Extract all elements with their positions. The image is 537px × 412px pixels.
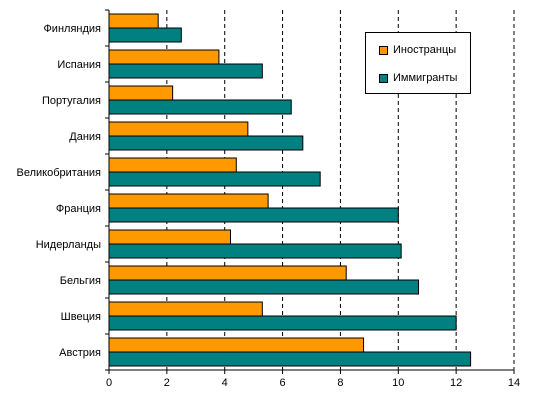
x-tick-label: 8 [337, 377, 343, 389]
category-label: Нидерланды [36, 239, 101, 251]
bar [108, 85, 174, 101]
category-label: Швеция [61, 311, 101, 323]
bar [108, 49, 220, 65]
axes [105, 9, 515, 374]
category-label: Дания [69, 131, 101, 143]
bar [108, 229, 231, 245]
category-label: Австрия [59, 347, 101, 359]
legend-entry-immigrants: Иммигранты [379, 71, 457, 85]
category-label: Великобритания [17, 167, 102, 179]
bar [108, 243, 402, 259]
bar [108, 265, 347, 281]
category-label: Финляндия [43, 23, 101, 35]
bar [108, 99, 292, 115]
legend: Иностранцы Иммигранты [365, 32, 471, 94]
legend-entry-foreigners: Иностранцы [379, 43, 456, 57]
bar [108, 157, 237, 173]
x-tick-label: 6 [280, 377, 286, 389]
category-label: Франция [56, 203, 101, 215]
legend-swatch-foreigners [379, 45, 388, 55]
bar [108, 301, 263, 317]
x-tick-label: 10 [392, 377, 404, 389]
bar [108, 337, 365, 353]
bar [108, 63, 263, 79]
bar [108, 121, 249, 137]
bar [108, 13, 159, 29]
tick-labels: 0 2 4 6 8 10 12 14 Финляндия Испания Португалия Дан… [17, 23, 521, 389]
bar [108, 351, 472, 367]
bar [108, 315, 457, 331]
legend-label-foreigners: Иностранцы [393, 44, 457, 56]
bar [108, 279, 420, 295]
x-tick-label: 12 [450, 377, 462, 389]
category-label: Испания [57, 59, 101, 71]
bar [108, 207, 399, 223]
x-tick-label: 4 [222, 377, 228, 389]
category-label: Бельгия [60, 275, 101, 287]
bars [108, 13, 472, 367]
bar [108, 193, 269, 209]
legend-swatch-immigrants [379, 73, 388, 83]
x-tick-label: 0 [106, 377, 112, 389]
bar [108, 135, 304, 151]
bar [108, 171, 321, 187]
legend-label-immigrants: Иммигранты [393, 72, 458, 84]
bar [108, 27, 182, 43]
x-tick-label: 14 [508, 377, 520, 389]
category-label: Португалия [42, 95, 101, 107]
x-tick-label: 2 [164, 377, 170, 389]
